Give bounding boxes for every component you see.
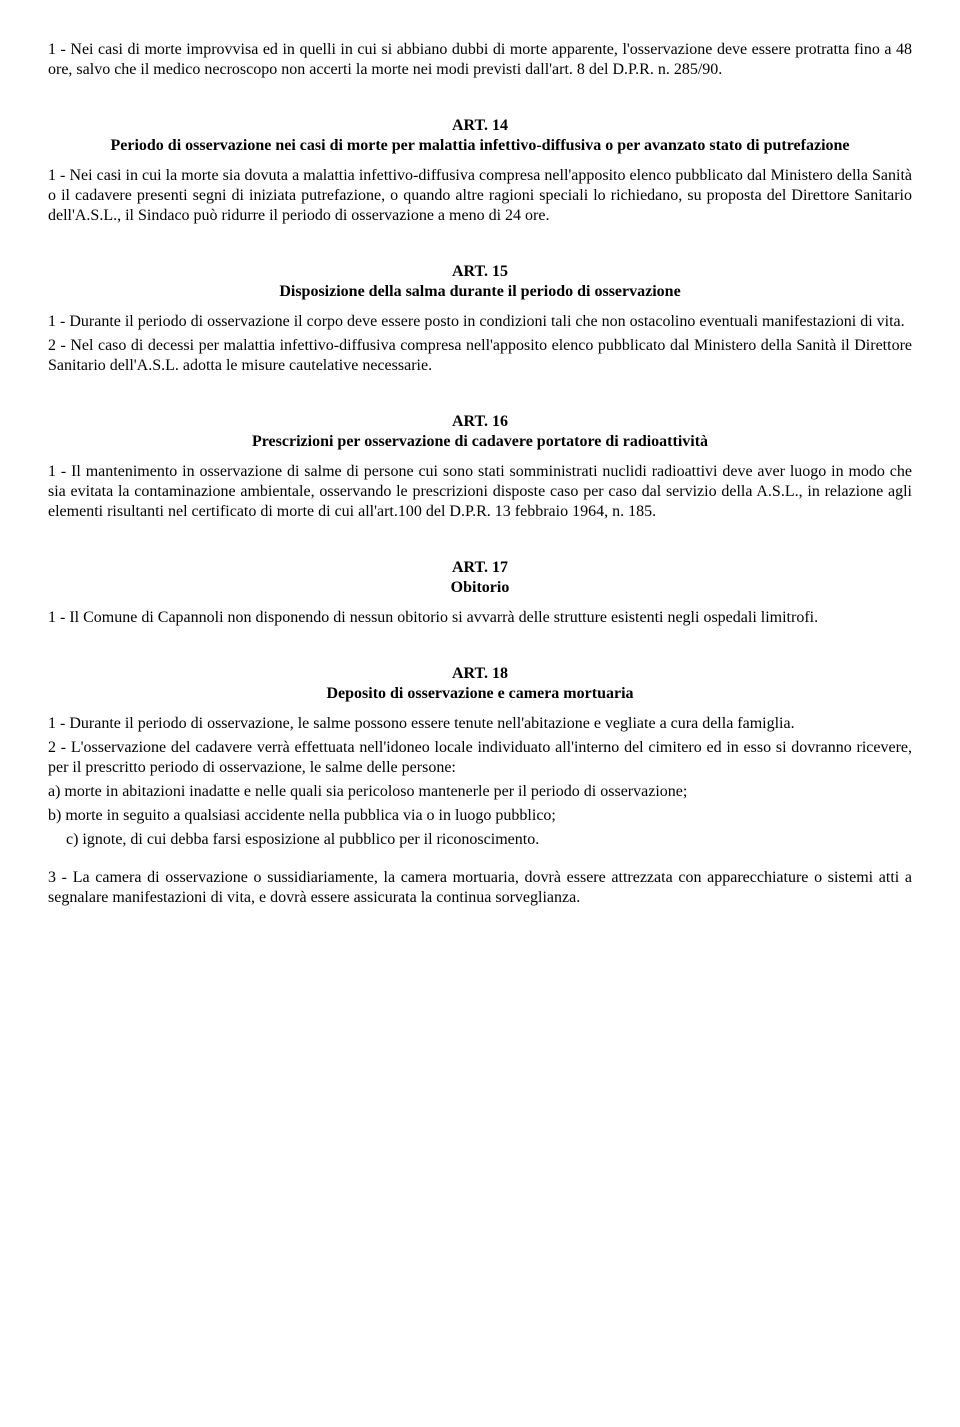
article-18-item-a: a) morte in abitazioni inadatte e nelle … <box>48 782 912 802</box>
article-17-title: Obitorio <box>48 578 912 598</box>
intro-paragraph-1: 1 - Nei casi di morte improvvisa ed in q… <box>48 40 912 80</box>
article-16-number: ART. 16 <box>48 412 912 432</box>
article-18: ART. 18 Deposito di osservazione e camer… <box>48 664 912 908</box>
article-18-paragraph-2: 2 - L'osservazione del cadavere verrà ef… <box>48 738 912 778</box>
article-18-title: Deposito di osservazione e camera mortua… <box>48 684 912 704</box>
article-15-paragraph-2: 2 - Nel caso di decessi per malattia inf… <box>48 336 912 376</box>
article-17-paragraph-1: 1 - Il Comune di Capannoli non disponend… <box>48 608 912 628</box>
article-16-title: Prescrizioni per osservazione di cadaver… <box>48 432 912 452</box>
article-17-number: ART. 17 <box>48 558 912 578</box>
article-18-item-c: c) ignote, di cui debba farsi esposizion… <box>66 830 912 850</box>
article-18-paragraph-3: 3 - La camera di osservazione o sussidia… <box>48 868 912 908</box>
article-16: ART. 16 Prescrizioni per osservazione di… <box>48 412 912 522</box>
article-14-number: ART. 14 <box>48 116 912 136</box>
article-17: ART. 17 Obitorio 1 - Il Comune di Capann… <box>48 558 912 628</box>
article-18-item-b: b) morte in seguito a qualsiasi accident… <box>48 806 912 826</box>
article-14-title: Periodo di osservazione nei casi di mort… <box>48 136 912 156</box>
article-15-title: Disposizione della salma durante il peri… <box>48 282 912 302</box>
article-14-paragraph-1: 1 - Nei casi in cui la morte sia dovuta … <box>48 166 912 226</box>
article-14: ART. 14 Periodo di osservazione nei casi… <box>48 116 912 226</box>
article-15: ART. 15 Disposizione della salma durante… <box>48 262 912 376</box>
article-18-number: ART. 18 <box>48 664 912 684</box>
article-16-paragraph-1: 1 - Il mantenimento in osservazione di s… <box>48 462 912 522</box>
article-18-paragraph-1: 1 - Durante il periodo di osservazione, … <box>48 714 912 734</box>
article-15-number: ART. 15 <box>48 262 912 282</box>
article-15-paragraph-1: 1 - Durante il periodo di osservazione i… <box>48 312 912 332</box>
